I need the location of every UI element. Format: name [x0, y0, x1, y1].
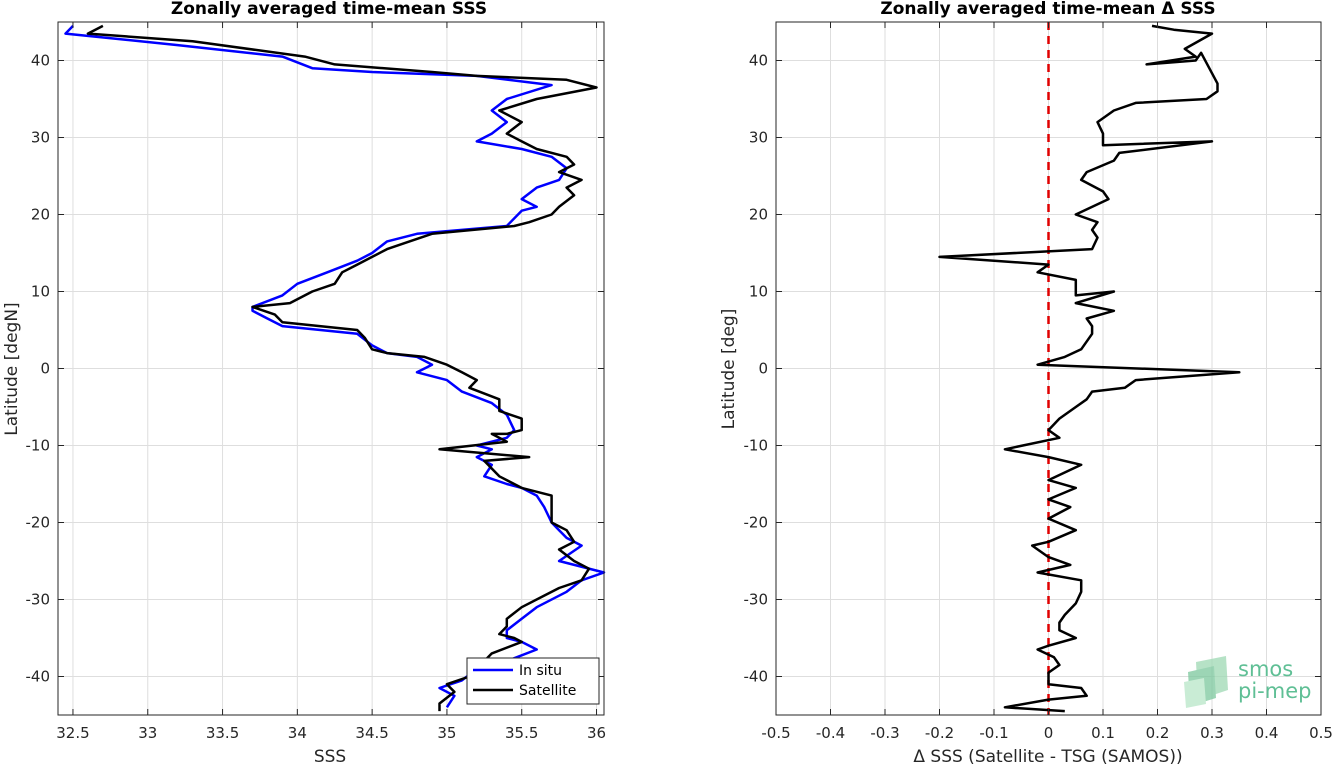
- delta-sss-y-tick-label: 40: [749, 52, 768, 70]
- delta-sss-y-tick-label: -40: [744, 668, 769, 686]
- sss-x-axis-label: SSS: [314, 747, 346, 765]
- series-line-satellite: [86, 24, 598, 712]
- delta-sss-panel: -0.5 -0.4 -0.3 -0.2 -0.1 0 0.1 0.2 0.3 0.4 0.5 -40…: [719, 0, 1333, 765]
- delta-sss-y-tick-label: -10: [744, 437, 769, 455]
- delta-sss-y-tick-label: 10: [749, 283, 768, 301]
- delta-sss-x-tick-label: -0.1: [979, 724, 1008, 742]
- sss-series: [64, 24, 606, 712]
- delta-sss-y-tick-label: 30: [749, 129, 768, 147]
- logo-text-pi-mep: pi-mep: [1238, 679, 1311, 703]
- sss-y-tick-label: 0: [40, 360, 50, 378]
- sss-y-tick-label: -30: [26, 591, 51, 609]
- delta-sss-x-tick-label: 0.2: [1146, 724, 1170, 742]
- delta-sss-y-tick-label: 20: [749, 206, 768, 224]
- sss-y-tick-label: 40: [31, 52, 50, 70]
- delta-sss-x-tick-label: -0.5: [761, 724, 790, 742]
- series-line-delta: [938, 24, 1241, 713]
- sss-y-tick-label: -20: [26, 514, 51, 532]
- delta-sss-y-tick-label: 0: [758, 360, 768, 378]
- legend-label-in-situ: In situ: [519, 663, 562, 679]
- delta-sss-y-tick-label: -30: [744, 591, 769, 609]
- sss-y-axis-label: Latitude [degN]: [2, 302, 22, 435]
- delta-sss-x-tick-label: -0.4: [816, 724, 845, 742]
- sss-x-tick-label: 36: [587, 724, 606, 742]
- sss-y-tick-label: -40: [26, 668, 51, 686]
- sss-legend: In situ Satellite: [466, 657, 600, 705]
- sss-grid: [58, 22, 604, 715]
- delta-sss-y-ticks: -40 -30 -20 -10 0 10 20 30 40: [744, 52, 1321, 686]
- logo-mark-icon: [1184, 656, 1228, 708]
- series-line-in-situ: [64, 25, 606, 708]
- sss-x-tick-label: 34.5: [355, 724, 388, 742]
- sss-chart-title: Zonally averaged time-mean SSS: [171, 0, 487, 19]
- sss-panel: 32.5 33 33.5 34 34.5 35 35.5 36 -40 -30 -20 -10 0 10…: [2, 0, 606, 765]
- delta-sss-x-tick-label: -0.2: [925, 724, 954, 742]
- sss-x-ticks: 32.5 33 33.5 34 34.5 35 35.5 36: [56, 22, 606, 742]
- delta-sss-x-tick-label: 0: [1044, 724, 1054, 742]
- legend-label-satellite: Satellite: [519, 683, 576, 699]
- sss-x-tick-label: 35.5: [505, 724, 538, 742]
- delta-sss-x-tick-label: 0.1: [1091, 724, 1115, 742]
- delta-sss-x-tick-label: 0.4: [1255, 724, 1279, 742]
- legend-box: [466, 657, 600, 705]
- delta-sss-y-axis-label: Latitude [deg]: [719, 309, 739, 430]
- sss-x-tick-label: 32.5: [56, 724, 89, 742]
- sss-x-tick-label: 35: [437, 724, 456, 742]
- delta-sss-x-axis-label: Δ SSS (Satellite - TSG (SAMOS)): [913, 747, 1182, 765]
- sss-y-tick-label: 20: [31, 206, 50, 224]
- logo-text-smos: smos: [1238, 657, 1293, 681]
- sss-y-ticks: -40 -30 -20 -10 0 10 20 30 40: [26, 52, 604, 686]
- delta-sss-series: [938, 24, 1241, 713]
- delta-sss-x-tick-label: 0.3: [1200, 724, 1224, 742]
- sss-x-tick-label: 33.5: [206, 724, 239, 742]
- smos-pi-mep-logo: smos pi-mep: [1184, 656, 1311, 708]
- sss-x-tick-label: 33: [138, 724, 157, 742]
- sss-y-tick-label: 10: [31, 283, 50, 301]
- delta-sss-y-tick-label: -20: [744, 514, 769, 532]
- sss-y-tick-label: 30: [31, 129, 50, 147]
- delta-sss-x-tick-label: 0.5: [1309, 724, 1333, 742]
- sss-y-tick-label: -10: [26, 437, 51, 455]
- delta-sss-chart-title: Zonally averaged time-mean Δ SSS: [880, 0, 1215, 19]
- delta-sss-x-ticks: -0.5 -0.4 -0.3 -0.2 -0.1 0 0.1 0.2 0.3 0.4 0.5: [761, 22, 1333, 742]
- sss-x-tick-label: 34: [288, 724, 307, 742]
- delta-sss-x-tick-label: -0.3: [870, 724, 899, 742]
